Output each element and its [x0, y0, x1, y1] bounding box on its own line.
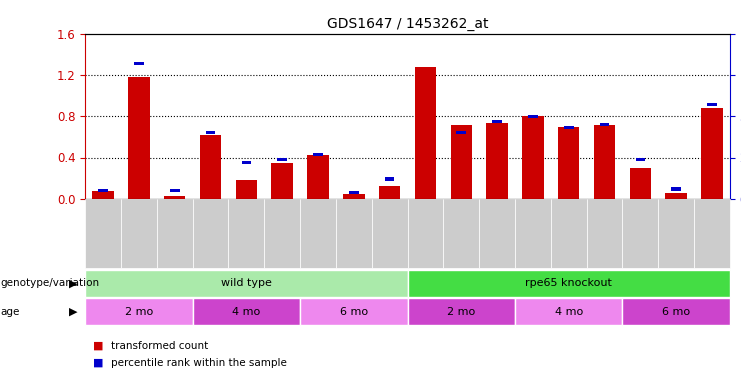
Text: 6 mo: 6 mo — [662, 307, 690, 316]
Bar — [170, 189, 179, 192]
Bar — [599, 123, 609, 126]
Title: GDS1647 / 1453262_at: GDS1647 / 1453262_at — [327, 17, 488, 32]
Bar — [456, 131, 466, 134]
Bar — [594, 124, 615, 199]
Text: 6 mo: 6 mo — [340, 307, 368, 316]
Bar — [630, 168, 651, 199]
Bar — [200, 135, 222, 199]
Text: age: age — [1, 307, 20, 316]
Bar — [707, 103, 717, 106]
Bar — [671, 187, 681, 190]
Bar — [313, 153, 323, 156]
Bar — [277, 158, 287, 161]
Bar — [385, 177, 394, 181]
Bar — [451, 124, 472, 199]
Bar — [164, 196, 185, 199]
Bar — [379, 186, 400, 199]
Bar — [236, 180, 257, 199]
Bar — [349, 190, 359, 194]
Text: wild type: wild type — [221, 279, 272, 288]
Bar — [486, 123, 508, 199]
Bar — [636, 158, 645, 161]
Text: ▶: ▶ — [70, 279, 78, 288]
Text: transformed count: transformed count — [111, 341, 208, 351]
Bar — [665, 193, 687, 199]
Bar — [522, 116, 544, 199]
Bar — [528, 115, 538, 118]
Bar — [558, 127, 579, 199]
Text: genotype/variation: genotype/variation — [1, 279, 100, 288]
Text: percentile rank within the sample: percentile rank within the sample — [111, 358, 287, 368]
Bar — [99, 189, 108, 192]
Bar — [564, 126, 574, 129]
Bar — [134, 62, 144, 65]
Bar — [271, 163, 293, 199]
Text: rpe65 knockout: rpe65 knockout — [525, 279, 612, 288]
Bar — [308, 155, 329, 199]
Text: ■: ■ — [93, 341, 103, 351]
Bar — [93, 190, 114, 199]
Text: 4 mo: 4 mo — [232, 307, 261, 316]
Bar — [343, 194, 365, 199]
Bar — [492, 120, 502, 123]
Text: 2 mo: 2 mo — [447, 307, 476, 316]
Bar — [415, 67, 436, 199]
Bar — [242, 161, 251, 164]
Text: ■: ■ — [93, 358, 103, 368]
Bar — [701, 108, 722, 199]
Text: 2 mo: 2 mo — [124, 307, 153, 316]
Bar — [128, 77, 150, 199]
Text: 4 mo: 4 mo — [554, 307, 583, 316]
Bar — [206, 131, 216, 134]
Text: ▶: ▶ — [70, 307, 78, 316]
Bar — [421, 32, 431, 35]
